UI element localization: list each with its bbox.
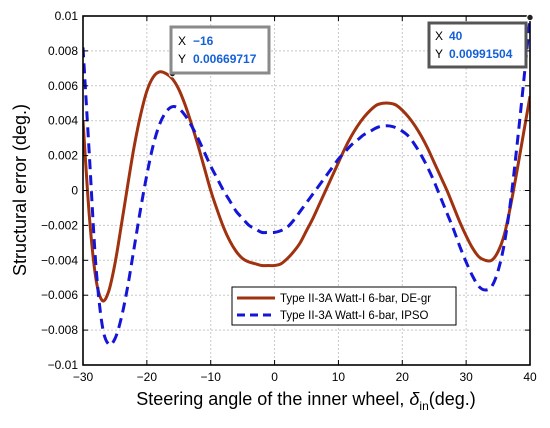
datatip-2-x-value: 40 [449, 29, 463, 43]
x-tick-label: −20 [137, 370, 158, 384]
x-tick-label: 30 [459, 370, 473, 384]
datatip-2-y-value: 0.00991504 [449, 47, 513, 61]
x-tick-label: −30 [73, 370, 94, 384]
x-tick-labels: −30 −20 −10 0 10 20 30 40 [73, 370, 537, 384]
x-tick-label: 10 [332, 370, 346, 384]
datatip-2-y-label: Y [435, 47, 443, 61]
x-axis-unit: (deg.) [429, 389, 476, 409]
series-ipso [83, 17, 530, 347]
y-axis-label: Structural error (deg.) [10, 104, 30, 276]
x-axis-subscript: in [419, 399, 428, 413]
y-tick-label: 0.006 [48, 79, 78, 93]
datatip-2-x-label: X [435, 29, 443, 43]
y-tick-label: −0.01 [48, 358, 79, 372]
x-axis-symbol: δ [409, 389, 420, 409]
legend-label-de-gr: Type II-3A Watt-I 6-bar, DE-gr [280, 293, 431, 305]
y-tick-label: −0.002 [41, 218, 78, 232]
legend-label-ipso: Type II-3A Watt-I 6-bar, IPSO [280, 310, 429, 322]
legend-box [231, 286, 457, 326]
y-tick-label: −0.008 [41, 323, 78, 337]
series-de-gr [83, 70, 530, 303]
y-tick-label: 0.002 [48, 149, 78, 163]
y-tick-label: 0.004 [48, 114, 78, 128]
y-tick-label: 0.008 [48, 44, 78, 58]
y-tick-label: 0 [71, 184, 78, 198]
x-tick-label: 0 [271, 370, 278, 384]
y-tick-labels: −0.01 −0.008 −0.006 −0.004 −0.002 0 0.002 0.004… [41, 9, 78, 372]
series-layer [83, 17, 530, 347]
y-tick-label: 0.01 [55, 9, 79, 23]
y-tick-label: −0.006 [41, 288, 78, 302]
datatip-1-x-value: −16 [193, 34, 214, 48]
datatip-1[interactable]: X −16 Y 0.00669717 [169, 25, 271, 75]
datatip-1-box [169, 25, 271, 75]
datatip-marker [526, 13, 534, 22]
x-axis-label: Steering angle of the inner wheel, δin(d… [136, 389, 476, 413]
datatip-1-x-label: X [178, 34, 186, 48]
x-tick-label: 40 [523, 370, 537, 384]
x-tick-label: 20 [396, 370, 410, 384]
datatip-2-box [427, 21, 528, 69]
datatip-1-y-value: 0.00669717 [193, 52, 257, 66]
datatip-2[interactable]: X 40 Y 0.00991504 [427, 21, 528, 69]
datatip-1-y-label: Y [178, 52, 186, 66]
x-tick-label: −10 [201, 370, 222, 384]
y-tick-label: −0.004 [41, 253, 78, 267]
legend: Type II-3A Watt-I 6-bar, DE-gr Type II-3… [231, 286, 457, 326]
